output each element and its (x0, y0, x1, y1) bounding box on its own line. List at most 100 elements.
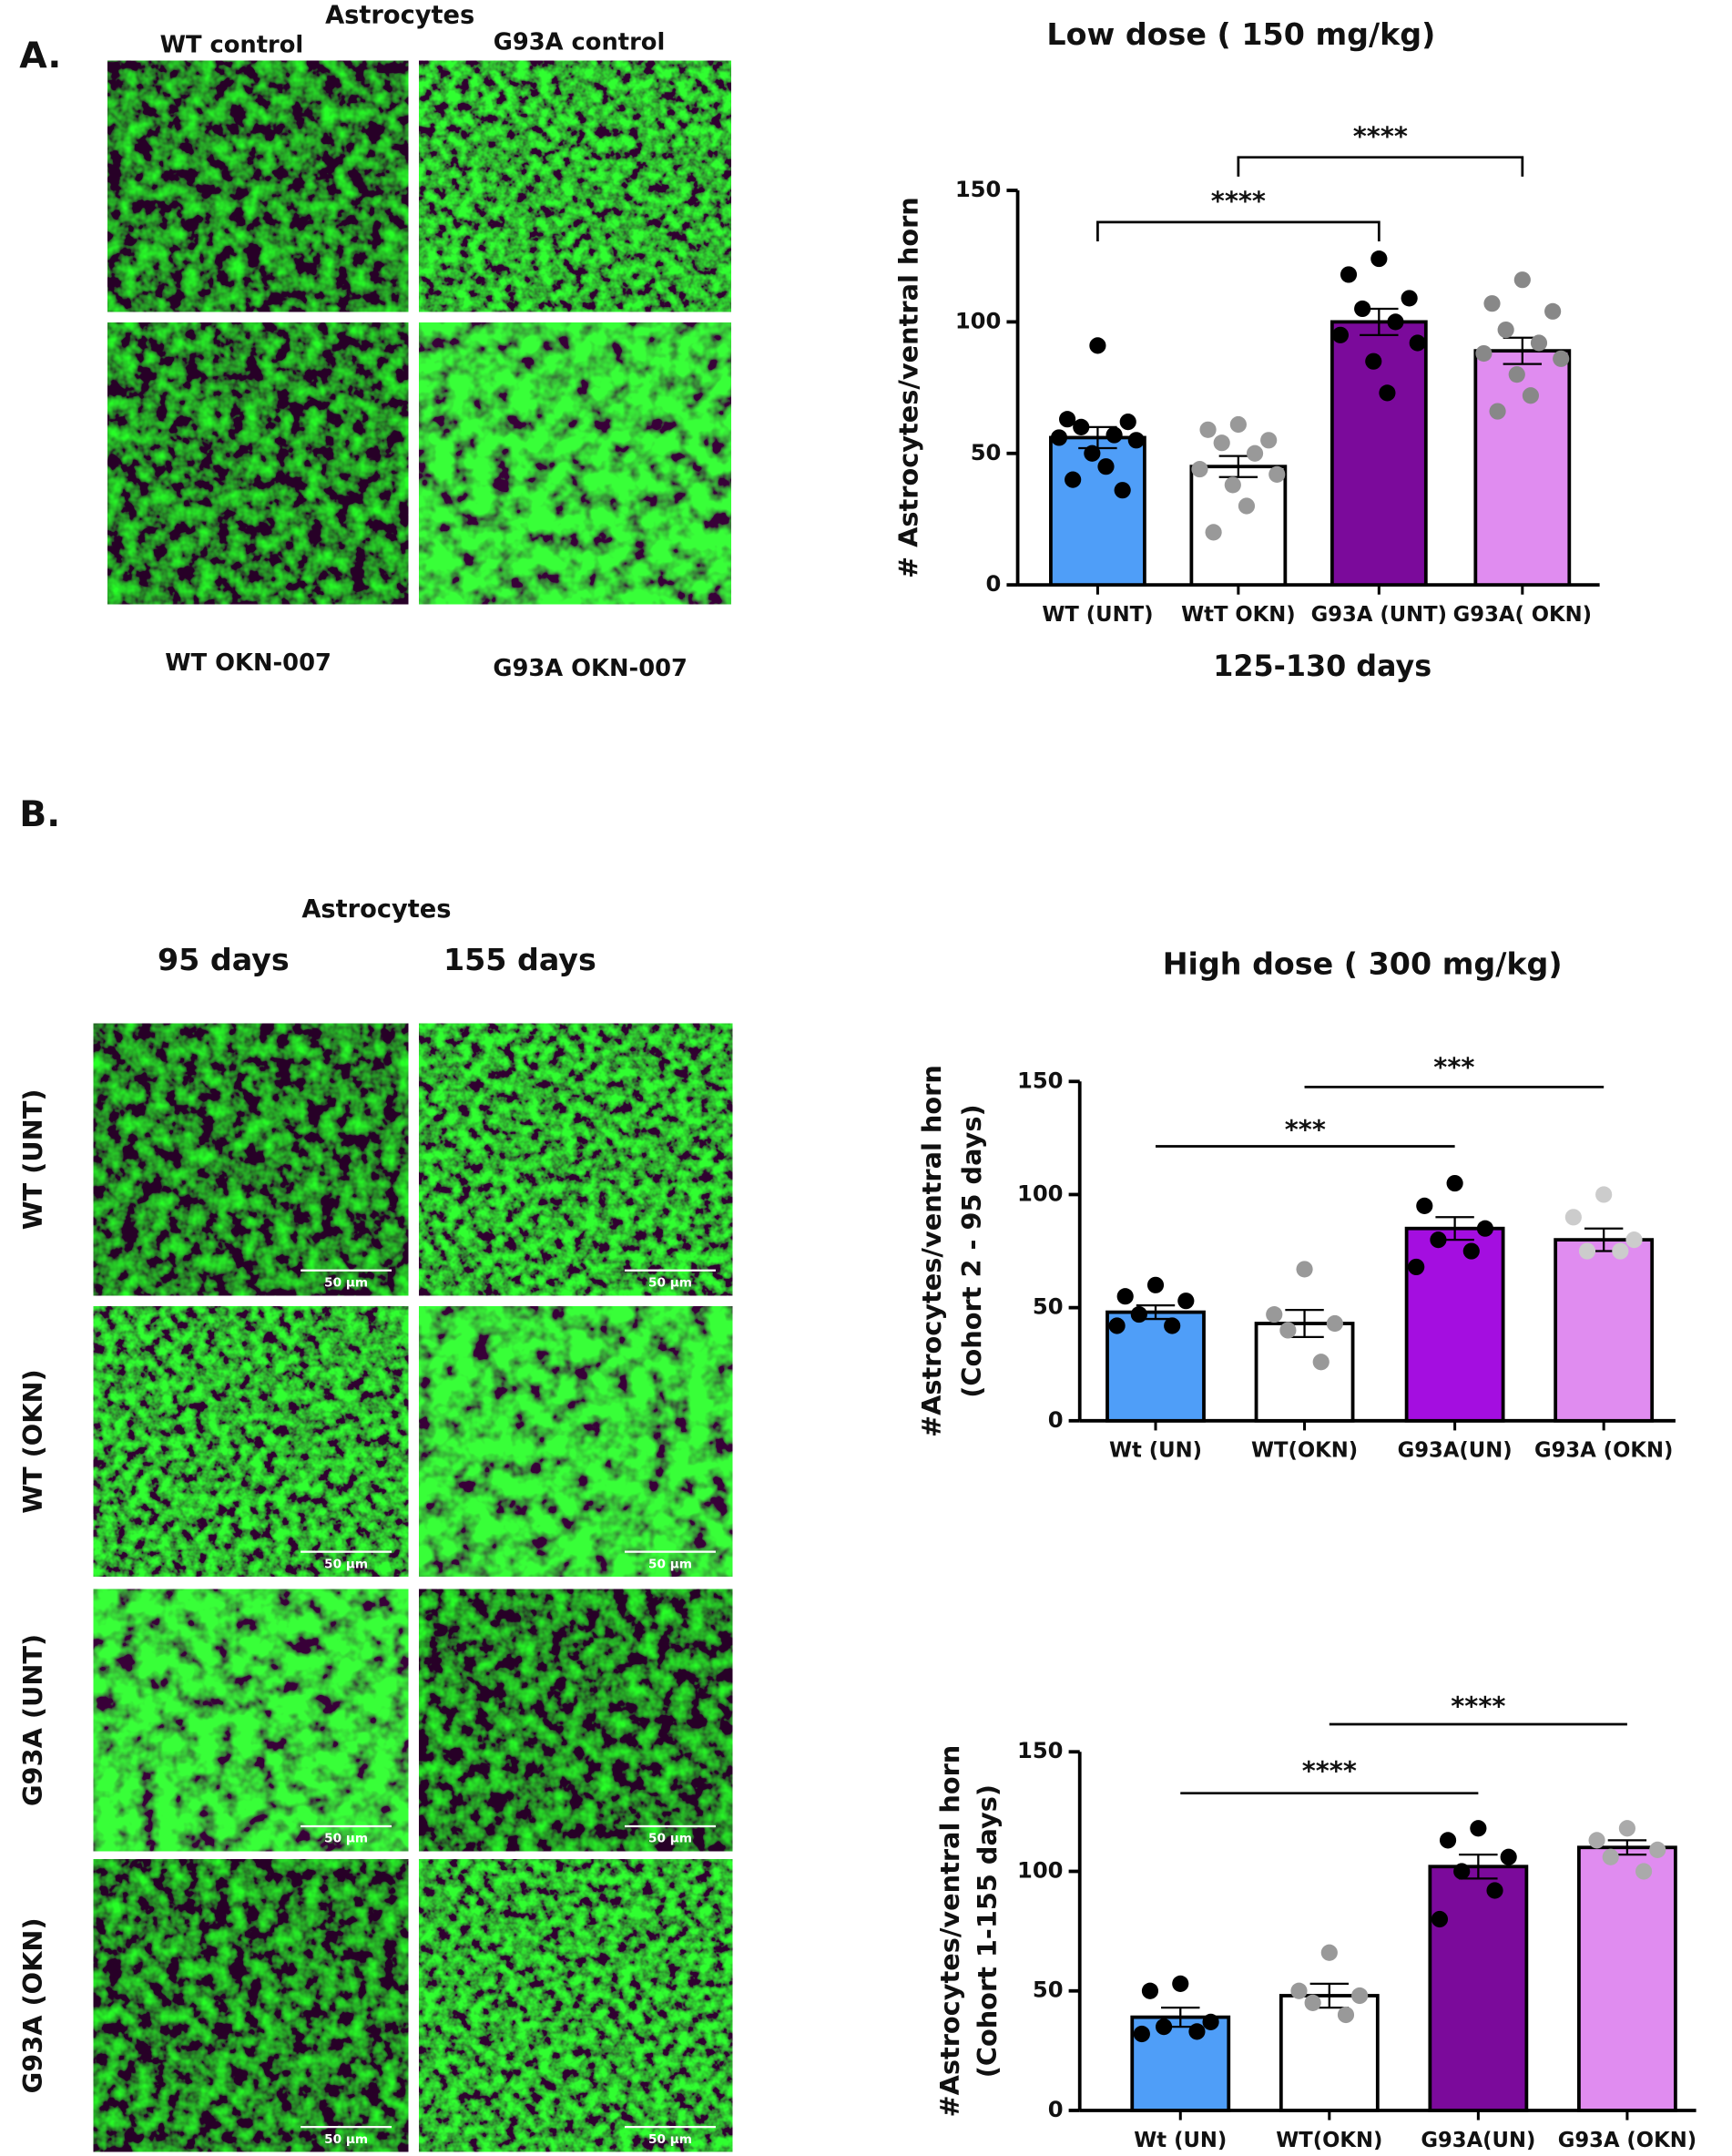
data-point (1612, 1242, 1629, 1260)
data-point (1188, 2023, 1206, 2040)
significance-label: **** (1211, 186, 1266, 217)
data-point (1177, 1293, 1195, 1310)
significance-label: **** (1302, 1755, 1357, 1786)
data-point (1431, 1910, 1449, 1928)
bar (1049, 435, 1146, 588)
data-point (1340, 266, 1358, 283)
image-label: WT control (160, 32, 304, 59)
data-point (1065, 471, 1082, 488)
x-tick-label: WT(OKN) (1276, 2129, 1382, 2152)
panel-heading: Astrocytes (301, 895, 451, 924)
x-tick-label: G93A(UN) (1398, 1439, 1513, 1463)
image-label: G93A OKN-007 (493, 655, 688, 682)
y-tick-label: 0 (986, 571, 1002, 597)
data-point (1119, 414, 1136, 431)
data-point (1326, 1314, 1343, 1333)
data-point (1453, 1863, 1471, 1880)
micrograph (419, 1306, 733, 1577)
data-point (1089, 337, 1106, 354)
data-point (1141, 1982, 1159, 1999)
data-point (1146, 1276, 1165, 1293)
x-axis-label: 125-130 days (1213, 649, 1431, 683)
data-point (1476, 1220, 1494, 1237)
y-tick-label: 100 (955, 308, 1002, 333)
x-tick-label: WT (UNT) (1042, 603, 1153, 627)
data-point (1618, 1820, 1635, 1837)
data-point (1260, 432, 1278, 449)
y-tick-label: 150 (1017, 1068, 1064, 1093)
data-point (1224, 476, 1241, 494)
data-point (1500, 1848, 1517, 1865)
data-point (1097, 458, 1115, 475)
panel-label: B. (19, 793, 60, 835)
bar (1473, 349, 1572, 588)
chart-title: Low dose ( 150 mg/kg) (1046, 16, 1435, 52)
micrograph (93, 1023, 409, 1296)
data-point (1416, 1197, 1433, 1214)
x-tick-label: G93A( OKN) (1453, 603, 1592, 627)
x-tick-label: WT(OKN) (1251, 1439, 1358, 1463)
scale-bar-label: 50 µm (324, 2132, 368, 2147)
row-label: G93A (OKN) (17, 1917, 48, 2093)
bar (1428, 1865, 1529, 2112)
y-axis-label: #Astrocytes/ventral horn (934, 1745, 965, 2118)
bar (1554, 1238, 1655, 1423)
data-point (1365, 353, 1382, 370)
data-point (1588, 1832, 1605, 1849)
data-point (1387, 313, 1404, 331)
data-point (1483, 295, 1501, 312)
data-point (1191, 460, 1208, 478)
significance-label: **** (1353, 120, 1408, 151)
data-point (1296, 1261, 1313, 1278)
x-tick-label: G93A(UN) (1421, 2129, 1535, 2152)
data-point (1246, 444, 1264, 462)
data-point (1199, 421, 1217, 438)
scale-bar-label: 50 µm (324, 1832, 368, 1846)
data-point (1337, 2006, 1355, 2024)
data-point (1266, 1306, 1283, 1323)
micrograph (107, 60, 409, 312)
data-point (1127, 432, 1145, 449)
data-point (1114, 482, 1131, 499)
x-tick-label: Wt (UN) (1109, 1439, 1202, 1463)
data-point (1649, 1841, 1666, 1858)
data-point (1156, 2018, 1173, 2036)
micrograph (93, 1589, 409, 1852)
data-point (1050, 429, 1068, 446)
y-tick-label: 100 (1017, 1180, 1064, 1206)
significance-label: *** (1285, 1114, 1326, 1145)
micrograph (107, 322, 409, 605)
bar (1577, 1845, 1677, 2112)
data-point (1513, 271, 1531, 289)
micrograph (419, 1023, 733, 1296)
y-tick-label: 150 (955, 177, 1002, 202)
data-point (1475, 344, 1493, 363)
data-point (1625, 1231, 1643, 1249)
scale-bar-label: 50 µm (648, 1557, 692, 1571)
micrograph (93, 1306, 409, 1577)
bar (1404, 1226, 1505, 1423)
y-tick-label: 0 (1048, 1407, 1064, 1433)
x-tick-label: G93A (UNT) (1311, 603, 1447, 627)
scale-bar-label: 50 µm (648, 1832, 692, 1846)
y-axis-label: #Astrocytes/ventral horn (916, 1065, 947, 1437)
data-point (1508, 366, 1525, 383)
data-point (1229, 415, 1247, 434)
scale-bar-label: 50 µm (324, 1275, 368, 1290)
data-point (1379, 384, 1396, 402)
y-tick-label: 50 (1033, 1294, 1064, 1320)
micrograph (93, 1859, 409, 2152)
y-axis-label: (Cohort 1-155 days) (972, 1784, 1003, 2078)
y-tick-label: 0 (1048, 2097, 1064, 2122)
data-point (1522, 387, 1539, 404)
data-point (1059, 411, 1076, 428)
data-point (1635, 1863, 1653, 1880)
data-point (1578, 1242, 1596, 1260)
row-label: WT (OKN) (17, 1369, 48, 1513)
data-point (1370, 250, 1388, 268)
data-point (1213, 434, 1230, 452)
data-point (1408, 1258, 1425, 1276)
column-label: 155 days (443, 942, 596, 977)
data-point (1320, 1944, 1338, 1961)
